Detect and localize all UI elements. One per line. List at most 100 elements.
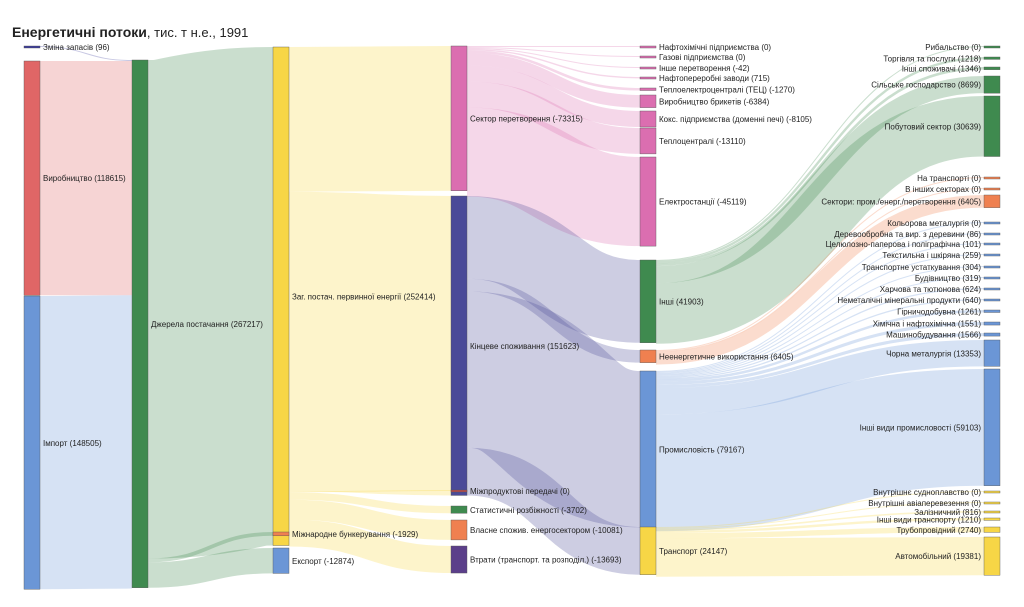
node-label-pobut: Побутовий сектор (30639) (885, 122, 982, 131)
node-eksport[interactable] (272, 547, 290, 574)
node-label-neenerg: Неенергетичне використання (6405) (659, 352, 794, 361)
node-bunk[interactable] (272, 531, 290, 537)
node-tec[interactable] (639, 87, 657, 91)
node-torg[interactable] (983, 56, 1001, 60)
link-dzhere-eksport (147, 547, 274, 588)
node-zag[interactable] (272, 46, 290, 546)
node-prom[interactable] (639, 370, 657, 528)
node-label-girnych: Гірничодобувна (1261) (897, 307, 981, 316)
node-celul[interactable] (983, 242, 1001, 246)
node-avto[interactable] (983, 536, 1001, 576)
node-label-tec: Теплоелектроцентралі (ТЕЦ) (-1270) (659, 85, 795, 94)
node-label-inshi_prom: Інші види промисловості (59103) (860, 423, 982, 432)
link-transp-sudno (655, 491, 985, 528)
node-mizhprod[interactable] (450, 489, 468, 493)
node-label-teplo: Теплоцентралі (-13110) (659, 137, 746, 146)
node-label-tekst: Текстильна і шкіряна (259) (882, 251, 981, 260)
node-label-sektory: Сектори: пром./енерг./перетворення (6405… (821, 197, 981, 206)
node-label-nemet: Неметалічні мінеральні продукти (640) (837, 296, 981, 305)
node-derevo[interactable] (983, 232, 1001, 236)
link-transp-trub (655, 527, 985, 539)
node-label-inshi_tr: Інші види транспорту (1210) (877, 515, 982, 524)
node-label-mizhprod: Міжпродуктові передачі (0) (470, 487, 570, 496)
link-sektor-teplo (466, 81, 641, 154)
node-label-kolor: Кольорова металургія (0) (887, 219, 981, 228)
node-himich[interactable] (983, 321, 1001, 326)
node-trub[interactable] (983, 526, 1001, 533)
link-prom-kolor (655, 222, 985, 372)
node-zaliz[interactable] (983, 510, 1001, 514)
node-label-stat: Статистичні розбіжності (-3702) (470, 506, 587, 515)
node-kolor[interactable] (983, 221, 1001, 225)
link-zag-vtraty (288, 519, 452, 574)
node-inshi_sp[interactable] (983, 66, 1001, 70)
node-inshi_prom[interactable] (983, 368, 1001, 486)
node-vtraty[interactable] (450, 545, 468, 574)
node-inshe_per[interactable] (639, 66, 657, 70)
node-transp_ust[interactable] (983, 265, 1001, 269)
node-girnych[interactable] (983, 309, 1001, 313)
node-neenerg[interactable] (639, 349, 657, 363)
link-import-dzhere (39, 295, 133, 590)
node-sudno[interactable] (983, 490, 1001, 494)
link-inshi-torg (655, 57, 985, 264)
node-label-zag: Заг. постач. первинної енергії (252414) (292, 292, 436, 301)
node-harch[interactable] (983, 287, 1001, 291)
node-label-torg: Торгівля та послуги (1218) (883, 54, 981, 63)
node-label-sektor: Сектор перетворення (-73315) (470, 115, 583, 124)
node-sektor[interactable] (450, 45, 468, 191)
node-label-naftoper: Нафтопереробні заводи (715) (659, 74, 770, 83)
link-prom-tekst (655, 254, 985, 375)
link-inshi-inshi_sp (655, 67, 985, 267)
node-pobut[interactable] (983, 95, 1001, 157)
link-prom-transp_ust (655, 266, 985, 376)
link-neenerg-sektory (655, 195, 985, 365)
node-label-vlasne: Власне спожив. енергосектором (-10081) (470, 526, 623, 535)
node-v_inshyh[interactable] (983, 187, 1001, 191)
node-vlasne[interactable] (450, 519, 468, 541)
node-dzhere[interactable] (131, 59, 149, 588)
node-label-bryket: Виробництво брикетів (-6384) (659, 97, 770, 106)
node-label-prom: Промисловість (79167) (659, 445, 745, 454)
node-mashyn[interactable] (983, 332, 1001, 337)
node-silske[interactable] (983, 75, 1001, 94)
node-gaz[interactable] (639, 55, 657, 59)
node-bryket[interactable] (639, 94, 657, 108)
node-vyrob[interactable] (23, 60, 41, 296)
node-budivn[interactable] (983, 276, 1001, 280)
node-import[interactable] (23, 295, 41, 590)
sankey-links (39, 45, 986, 590)
node-nafto[interactable] (639, 45, 657, 49)
link-prom-himich (655, 322, 985, 386)
node-stat[interactable] (450, 505, 468, 514)
link-kinc-prom (462, 291, 645, 528)
node-transp[interactable] (639, 526, 657, 575)
node-label-transp: Транспорт (24147) (659, 547, 728, 556)
node-sektory[interactable] (983, 194, 1001, 208)
node-inshi[interactable] (639, 259, 657, 343)
link-zag-stat (288, 492, 452, 514)
link-sektor-bryket (466, 52, 641, 108)
node-label-avia: Внутрішні авіаперевезення (0) (868, 499, 981, 508)
node-ryb[interactable] (983, 45, 1001, 49)
node-inshi_tr[interactable] (983, 517, 1001, 521)
node-naftoper[interactable] (639, 76, 657, 80)
node-kinc[interactable] (450, 195, 468, 496)
node-label-chorna: Чорна металургія (13353) (886, 349, 981, 358)
node-label-bunk: Міжнародне бункерування (-1929) (292, 530, 418, 539)
node-nemet[interactable] (983, 298, 1001, 302)
sankey-labels: Зміна запасів (96) Виробництво (118615) Ім… (43, 43, 981, 566)
node-elektro[interactable] (639, 156, 657, 247)
link-prom-mashyn (655, 332, 985, 389)
node-chorna[interactable] (983, 339, 1001, 367)
node-tekst[interactable] (983, 253, 1001, 257)
node-zmina[interactable] (23, 45, 41, 49)
link-inshi-pobut (654, 96, 986, 344)
node-na_tr[interactable] (983, 176, 1001, 180)
node-teplo[interactable] (639, 127, 657, 155)
node-avia[interactable] (983, 501, 1001, 505)
node-koks[interactable] (639, 110, 657, 128)
link-kinc-neenerg (466, 278, 641, 363)
link-zag-vlasne (288, 499, 452, 540)
link-transp-avia (655, 502, 985, 529)
